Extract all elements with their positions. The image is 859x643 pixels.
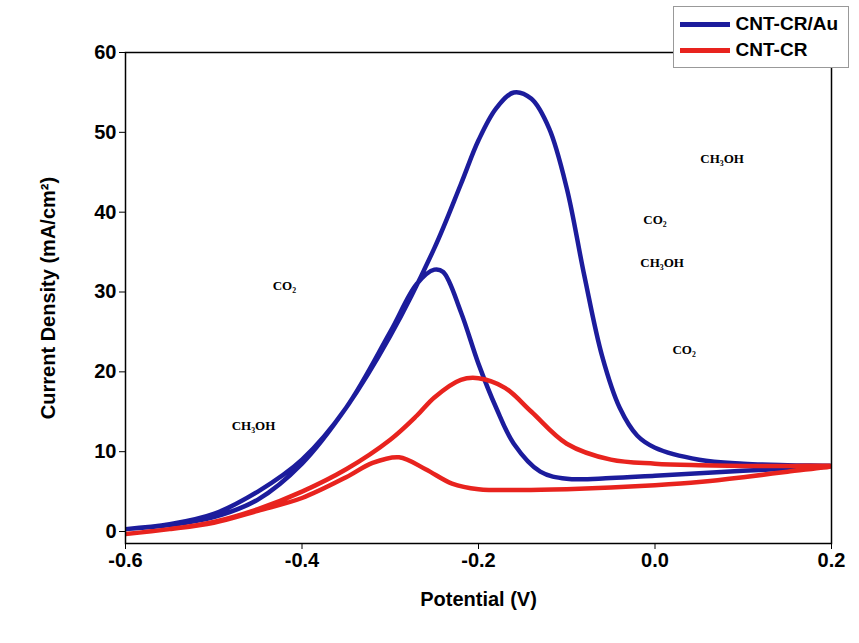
svg-text:CO₂: CO₂ [643, 212, 667, 227]
svg-text:0.2: 0.2 [818, 549, 846, 571]
svg-text:50: 50 [94, 121, 116, 143]
svg-text:20: 20 [94, 360, 116, 382]
svg-text:-0.2: -0.2 [461, 549, 495, 571]
svg-text:Potential (V): Potential (V) [420, 588, 537, 610]
svg-text:10: 10 [94, 440, 116, 462]
svg-text:Current Density (mA/cm²): Current Density (mA/cm²) [37, 177, 59, 419]
svg-text:0: 0 [105, 520, 116, 542]
html-text:CNT-CR: CNT-CR [735, 39, 808, 60]
html-text:CNT-CR/Au: CNT-CR/Au [735, 13, 838, 34]
svg-text:60: 60 [94, 41, 116, 63]
svg-text:CO₂: CO₂ [273, 278, 297, 293]
svg-text:CO₂: CO₂ [672, 342, 696, 357]
svg-text:CH₃OH: CH₃OH [700, 151, 744, 166]
svg-text:CH₃OH: CH₃OH [640, 255, 684, 270]
svg-text:30: 30 [94, 280, 116, 302]
svg-text:0.0: 0.0 [641, 549, 669, 571]
svg-text:-0.6: -0.6 [108, 549, 142, 571]
svg-text:-0.4: -0.4 [285, 549, 320, 571]
svg-text:CH₃OH: CH₃OH [232, 418, 276, 433]
svg-text:40: 40 [94, 201, 116, 223]
